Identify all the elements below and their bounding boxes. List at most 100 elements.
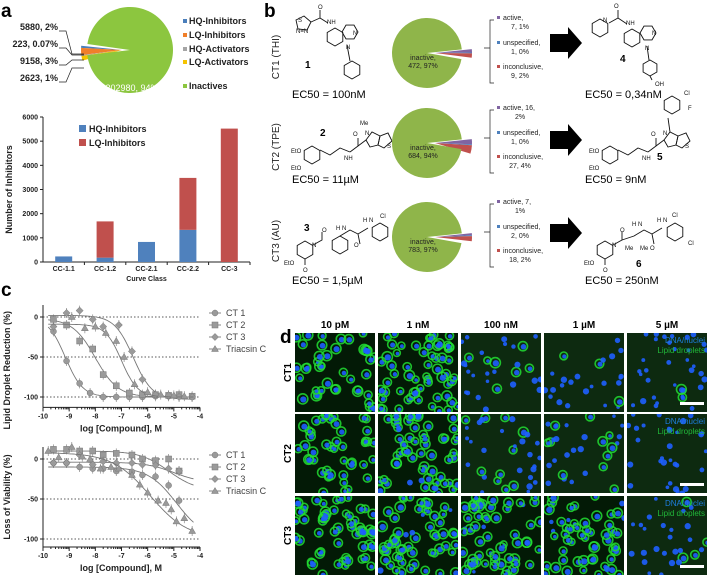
atom-label: N=N [296, 29, 308, 35]
pie-slice-active [435, 233, 472, 237]
compound-row-1: CT1 (THI) S N=N O NH N N 1 EC50 = 100nM inactive,… [271, 4, 664, 101]
lipid-droplet [449, 373, 458, 383]
atom-label: O [318, 5, 323, 11]
lipid-droplet [324, 468, 337, 481]
bond [608, 10, 619, 24]
legend-swatch-inconclusive [497, 155, 500, 158]
lipid-droplet [544, 503, 555, 516]
activity-pie: inactive,472, 97% active, 7, 1% unspecified… [391, 15, 543, 88]
data-point [162, 499, 170, 506]
nucleus [680, 417, 687, 425]
lipid-droplet [534, 545, 541, 554]
nucleus [544, 564, 550, 569]
nucleus [430, 551, 435, 555]
ec50-label: EC50 = 1,5µM [292, 275, 363, 287]
pie-slice-active [435, 49, 472, 53]
lipid-droplet [437, 527, 449, 540]
nucleus [479, 469, 485, 475]
atom-label: O [353, 132, 358, 138]
atom-label: EtO [284, 261, 295, 267]
nucleus [452, 531, 458, 537]
nucleus [516, 467, 523, 474]
lipid-droplet [606, 554, 616, 564]
lipid-droplet [521, 537, 533, 549]
nucleus [424, 501, 431, 508]
nucleus [561, 558, 567, 563]
lipid-droplet [362, 425, 373, 436]
nucleus [430, 354, 435, 359]
lipid-droplet [590, 496, 600, 501]
nucleus [324, 442, 330, 448]
nucleus [320, 572, 326, 575]
nucleus [687, 537, 693, 543]
lipid-droplet [396, 341, 406, 350]
ring [675, 132, 691, 149]
x-tick-label: CC-2.2 [177, 266, 199, 273]
nucleus [446, 408, 452, 412]
lipid-droplet [295, 333, 302, 343]
nucleus [421, 350, 427, 356]
nucleus [378, 567, 384, 574]
nucleus [607, 522, 613, 528]
nucleus [464, 418, 469, 423]
nucleus [605, 453, 611, 459]
pie-callout: 1% [515, 208, 525, 215]
nucleus [315, 394, 320, 398]
lipid-droplet [491, 383, 503, 394]
pie-slice-active [435, 139, 472, 145]
nucleus [394, 461, 401, 467]
data-point [172, 517, 181, 525]
x-tick-label: CC-2.1 [135, 266, 157, 273]
atom-label: Me [640, 246, 649, 252]
nucleus [310, 449, 317, 456]
nucleus [684, 499, 690, 506]
nucleus [613, 545, 619, 550]
nucleus [397, 407, 402, 412]
data-point [165, 455, 172, 463]
lipid-droplet [534, 515, 541, 528]
nucleus [464, 390, 469, 395]
lipid-droplet [489, 561, 500, 572]
pie-callout: active, [503, 15, 523, 22]
nucleus [321, 501, 326, 506]
pie-callout: active, 7, [503, 199, 531, 206]
channel-label-lipid: Lipid droplets [657, 509, 705, 518]
lipid-droplet [427, 351, 437, 361]
nucleus [498, 545, 505, 552]
atom-label: N [652, 31, 656, 37]
bond [349, 138, 359, 153]
nucleus [697, 384, 704, 391]
lipid-droplet [604, 519, 615, 530]
nucleus [480, 490, 485, 493]
nucleus [582, 520, 589, 527]
curve-class-bar-chart: 0 1000 2000 3000 4000 5000 6000 CC-1.1 CC-1.2 CC-… [4, 115, 251, 283]
lipid-droplet [500, 414, 510, 423]
bar-CC-2.2-hq-inhibitors [179, 229, 197, 262]
nucleus [439, 355, 446, 362]
lipid-droplet [689, 549, 700, 560]
lipid-droplet [379, 554, 392, 566]
series-ct-3 [48, 450, 194, 480]
bond [621, 227, 663, 241]
lipid-droplet [297, 420, 310, 432]
nucleus [686, 348, 691, 353]
y-axis-title: Loss of Viability (%) [2, 454, 12, 539]
lipid-droplet [461, 527, 469, 537]
lipid-droplet [602, 450, 613, 461]
lipid-droplet [313, 350, 325, 362]
cells [461, 334, 541, 412]
ec50-label: EC50 = 0,34nM [585, 89, 662, 101]
column-header: 10 pM [321, 320, 349, 331]
nucleus [565, 538, 571, 543]
nucleus [454, 481, 458, 488]
nucleus [314, 418, 320, 424]
ring [663, 95, 681, 115]
lipid-droplet [566, 502, 576, 513]
nucleus [537, 548, 541, 552]
nucleus [364, 439, 369, 444]
lipid-droplet [410, 340, 422, 351]
column-header: 100 nM [484, 320, 518, 331]
nucleus [470, 503, 476, 508]
data-point [114, 321, 123, 329]
bond [667, 117, 671, 133]
